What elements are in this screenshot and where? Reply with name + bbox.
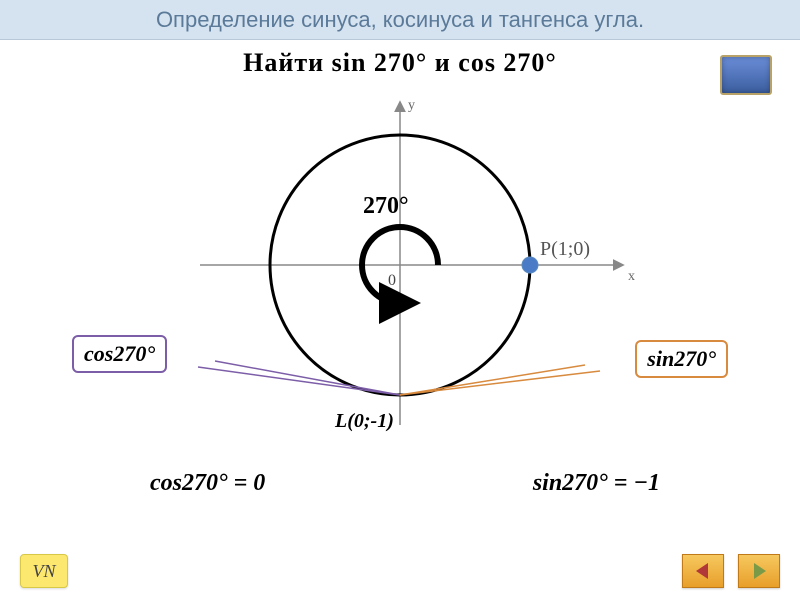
sin-callout-line bbox=[400, 365, 585, 395]
cos-callout-line2 bbox=[198, 367, 400, 395]
cos-result: cos270° = 0 bbox=[150, 470, 265, 497]
author-badge: VN bbox=[20, 554, 68, 588]
origin-label: 0 bbox=[388, 272, 396, 289]
angle-label: 270° bbox=[363, 193, 409, 219]
y-axis-label: y bbox=[408, 98, 415, 113]
x-axis-label: x bbox=[628, 269, 635, 284]
prev-button[interactable] bbox=[682, 554, 724, 588]
next-button[interactable] bbox=[738, 554, 780, 588]
cos-callout: cos270° bbox=[72, 335, 167, 373]
unit-circle-diagram: x y 0 270° P(1;0) bbox=[160, 95, 640, 435]
point-P-marker bbox=[522, 257, 538, 273]
presentation-screen-icon[interactable] bbox=[720, 55, 772, 95]
cos-callout-line bbox=[215, 361, 400, 395]
sin-result: sin270° = −1 bbox=[533, 470, 660, 497]
header-title: Определение синуса, косинуса и тангенса … bbox=[156, 7, 644, 33]
point-P-label: P(1;0) bbox=[540, 238, 590, 260]
point-L-label: L(0;-1) bbox=[335, 410, 394, 433]
slide-header: Определение синуса, косинуса и тангенса … bbox=[0, 0, 800, 40]
sin-callout-line2 bbox=[400, 371, 600, 395]
sin-callout: sin270° bbox=[635, 340, 728, 378]
slide-subtitle: Найти sin 270° и cos 270° bbox=[0, 48, 800, 78]
nav-controls bbox=[682, 554, 780, 588]
